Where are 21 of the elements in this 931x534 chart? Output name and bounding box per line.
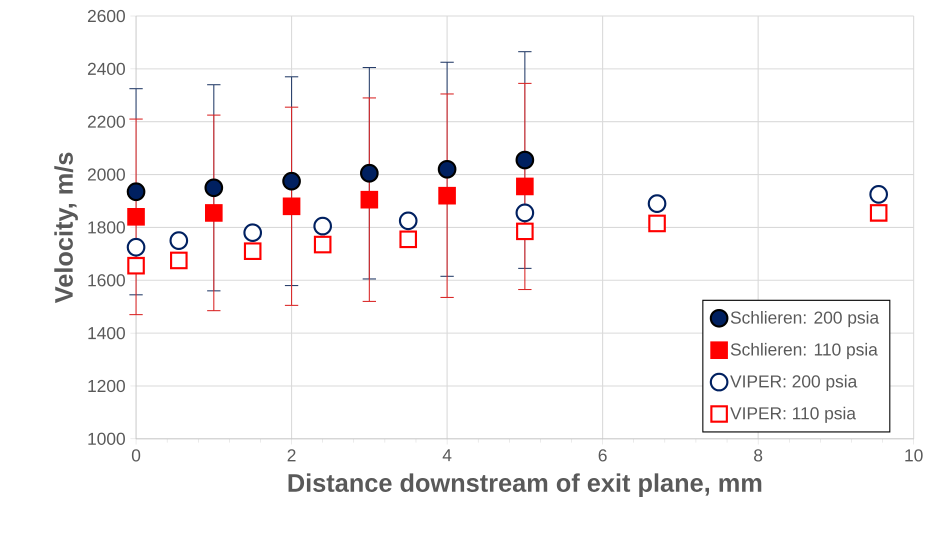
x-tick-label: 10 [905,449,923,462]
legend-label: VIPER: 110 psia [730,406,856,424]
y-tick-label: 1000 [88,432,125,446]
y-tick-label: 2400 [88,62,125,76]
y-tick-label: 1600 [88,274,125,287]
x-tick-label: 2 [288,449,296,462]
legend-label: Schlieren: 110 psia [730,343,878,360]
x-axis-title: Distance downstream of exit plane, mm [288,474,762,498]
x-tick-label: 0 [132,449,140,462]
y-tick-label: 2200 [88,116,125,128]
y-tick-label: 1200 [88,380,125,392]
x-tick-label: 4 [442,449,452,462]
x-tick-label: 8 [754,449,762,462]
legend-label: VIPER: 200 psia [730,375,858,392]
y-tick-label: 2000 [88,168,125,181]
x-tick-label: 6 [598,449,607,462]
y-tick-label: 1800 [88,222,125,234]
y-tick-label: 1400 [88,327,125,340]
legend-label: Schlieren: 200 psia [730,311,880,328]
y-tick-label: 2600 [88,10,125,22]
y-axis-title: Velocity, m/s [54,152,78,304]
